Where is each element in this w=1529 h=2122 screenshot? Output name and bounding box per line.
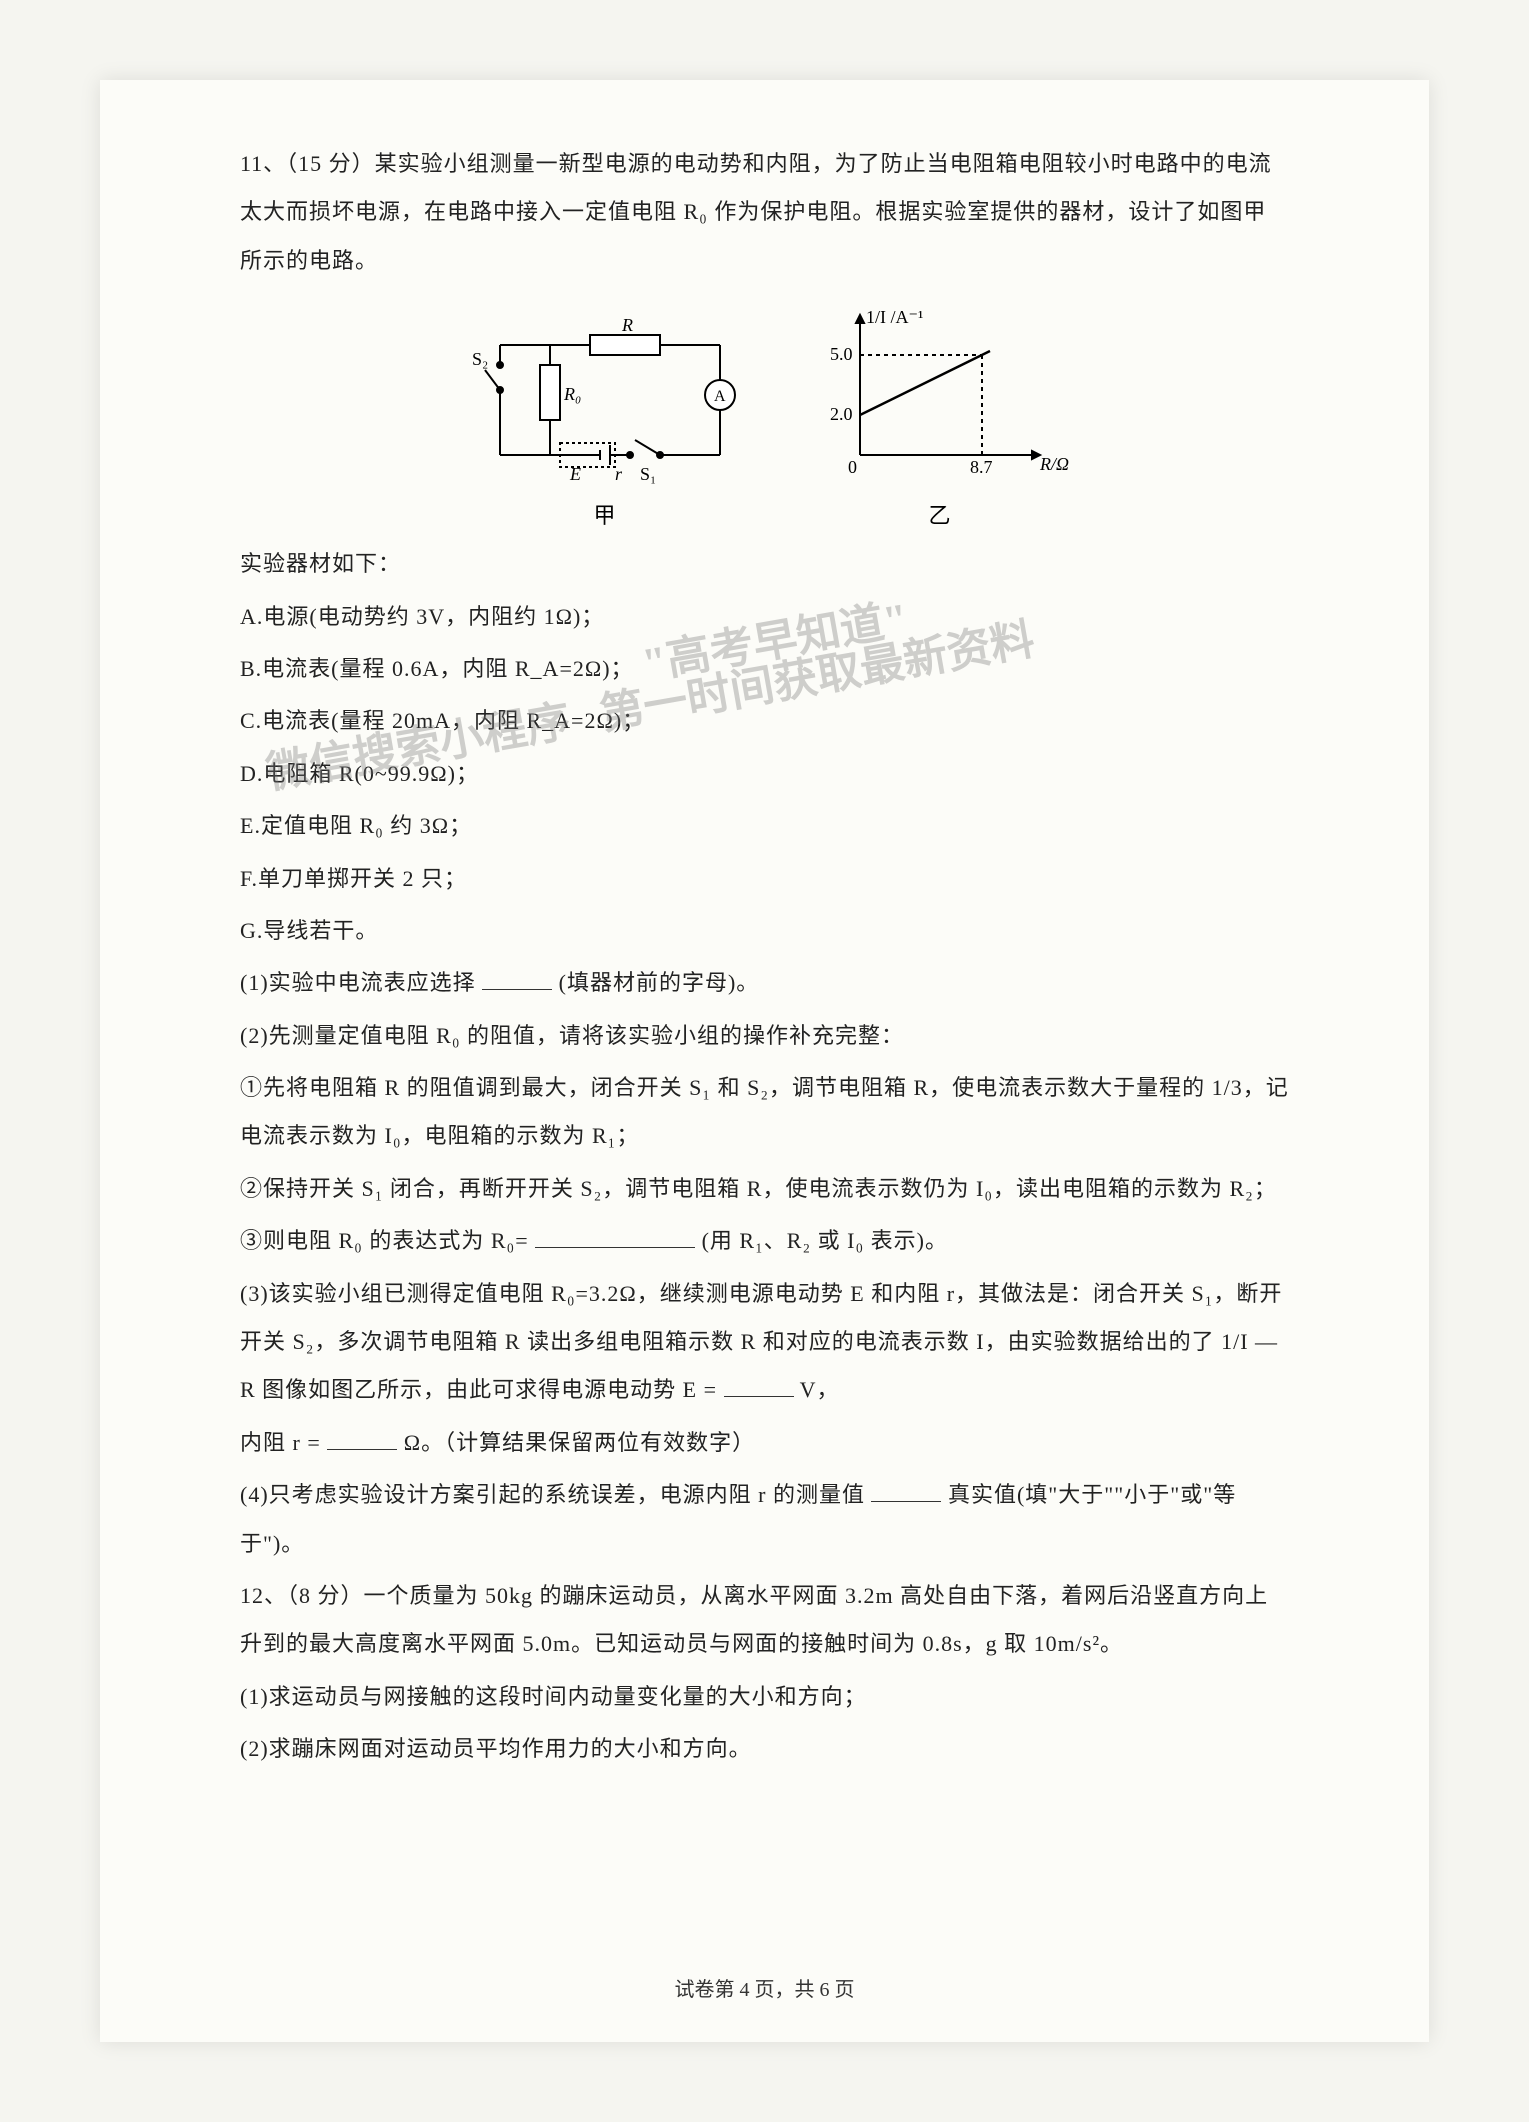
apparatus-list: 实验器材如下： A.电源(电动势约 3V，内阻约 1Ω)； B.电流表(量程 0… bbox=[240, 540, 1289, 955]
graph-caption: 乙 bbox=[810, 498, 1070, 530]
label-r: r bbox=[615, 464, 623, 484]
q11-sub3: (3)该实验小组已测得定值电阻 R₀=3.2Ω，继续测电源电动势 E 和内阻 r… bbox=[240, 1270, 1289, 1415]
item-G: G.导线若干。 bbox=[240, 907, 1289, 955]
circuit-svg: R A R₀ S₂ S₁ E r bbox=[460, 315, 750, 485]
sub2-3b: (用 R₁、R₂ 或 I₀ 表示)。 bbox=[702, 1228, 948, 1253]
item-E: E.定值电阻 R₀ 约 3Ω； bbox=[240, 802, 1289, 850]
q11-sub2-3: ③则电阻 R₀ 的表达式为 R₀= (用 R₁、R₂ 或 I₀ 表示)。 bbox=[240, 1217, 1289, 1265]
ytick-2: 2.0 bbox=[830, 404, 853, 424]
q11-sub2-1: ①先将电阻箱 R 的阻值调到最大，闭合开关 S₁ 和 S₂，调节电阻箱 R，使电… bbox=[240, 1064, 1289, 1161]
question-12: 12、（8 分）一个质量为 50kg 的蹦床运动员，从离水平网面 3.2m 高处… bbox=[240, 1572, 1289, 1774]
xtick-87: 8.7 bbox=[970, 457, 993, 477]
sub2-3a: ③则电阻 R₀ 的表达式为 R₀= bbox=[240, 1228, 529, 1253]
q11-subs: (1)实验中电流表应选择 (填器材前的字母)。 (2)先测量定值电阻 R₀ 的阻… bbox=[240, 959, 1289, 1568]
blank-5 bbox=[871, 1482, 941, 1502]
item-B: B.电流表(量程 0.6A，内阻 R_A=2Ω)； bbox=[240, 645, 1289, 693]
figures-row: R A R₀ S₂ S₁ E r 甲 bbox=[240, 305, 1289, 530]
label-E: E bbox=[569, 464, 581, 484]
item-D: D.电阻箱 R(0~99.9Ω)； bbox=[240, 750, 1289, 798]
sub4-a: (4)只考虑实验设计方案引起的系统误差，电源内阻 r 的测量值 bbox=[240, 1482, 865, 1507]
blank-4 bbox=[327, 1430, 397, 1450]
blank-1 bbox=[482, 970, 552, 990]
label-R0: R₀ bbox=[563, 384, 581, 404]
page-footer: 试卷第 4 页，共 6 页 bbox=[100, 1973, 1429, 2002]
label-A: A bbox=[714, 388, 726, 405]
question-11: 11、（15 分）某实验小组测量一新型电源的电动势和内阻，为了防止当电阻箱电阻较… bbox=[240, 140, 1289, 285]
q12-sub2: (2)求蹦床网面对运动员平均作用力的大小和方向。 bbox=[240, 1725, 1289, 1773]
blank-3 bbox=[724, 1377, 794, 1397]
sub3-d: Ω。（计算结果保留两位有效数字） bbox=[404, 1430, 755, 1455]
circuit-caption: 甲 bbox=[460, 498, 750, 530]
graph-svg: 1/I /A⁻¹ R/Ω 5.0 2.0 8.7 0 bbox=[810, 305, 1070, 485]
item-C: C.电流表(量程 20mA，内阻 R_A=2Ω)； bbox=[240, 697, 1289, 745]
label-S2: S₂ bbox=[472, 349, 488, 369]
q11-sub2: (2)先测量定值电阻 R₀ 的阻值，请将该实验小组的操作补充完整： bbox=[240, 1012, 1289, 1060]
x-axis-label: R/Ω bbox=[1039, 454, 1069, 474]
q12-header: 12、（8 分）一个质量为 50kg 的蹦床运动员，从离水平网面 3.2m 高处… bbox=[240, 1572, 1289, 1669]
q11-header: 11、（15 分）某实验小组测量一新型电源的电动势和内阻，为了防止当电阻箱电阻较… bbox=[240, 140, 1289, 285]
item-F: F.单刀单掷开关 2 只； bbox=[240, 855, 1289, 903]
q11-sub4: (4)只考虑实验设计方案引起的系统误差，电源内阻 r 的测量值 真实值(填"大于… bbox=[240, 1471, 1289, 1568]
q11-sub2-2: ②保持开关 S₁ 闭合，再断开开关 S₂，调节电阻箱 R，使电流表示数仍为 I₀… bbox=[240, 1165, 1289, 1213]
blank-2 bbox=[535, 1228, 695, 1248]
graph-figure: 1/I /A⁻¹ R/Ω 5.0 2.0 8.7 0 乙 bbox=[810, 305, 1070, 530]
label-S1: S₁ bbox=[640, 464, 656, 484]
q11-sub1: (1)实验中电流表应选择 (填器材前的字母)。 bbox=[240, 959, 1289, 1007]
ytick-5: 5.0 bbox=[830, 344, 853, 364]
circuit-figure: R A R₀ S₂ S₁ E r 甲 bbox=[460, 315, 750, 530]
label-R: R bbox=[621, 315, 633, 335]
exam-page: 11、（15 分）某实验小组测量一新型电源的电动势和内阻，为了防止当电阻箱电阻较… bbox=[100, 80, 1429, 2042]
sub3-b: V， bbox=[800, 1377, 840, 1402]
sub1-text-b: (填器材前的字母)。 bbox=[559, 970, 760, 995]
apparatus-header: 实验器材如下： bbox=[240, 540, 1289, 588]
item-A: A.电源(电动势约 3V，内阻约 1Ω)； bbox=[240, 593, 1289, 641]
sub3-c: 内阻 r = bbox=[240, 1430, 321, 1455]
sub1-text-a: (1)实验中电流表应选择 bbox=[240, 970, 476, 995]
q11-sub3-r: 内阻 r = Ω。（计算结果保留两位有效数字） bbox=[240, 1419, 1289, 1467]
q12-sub1: (1)求运动员与网接触的这段时间内动量变化量的大小和方向； bbox=[240, 1673, 1289, 1721]
origin-label: 0 bbox=[848, 457, 857, 477]
y-axis-label: 1/I /A⁻¹ bbox=[866, 307, 923, 327]
